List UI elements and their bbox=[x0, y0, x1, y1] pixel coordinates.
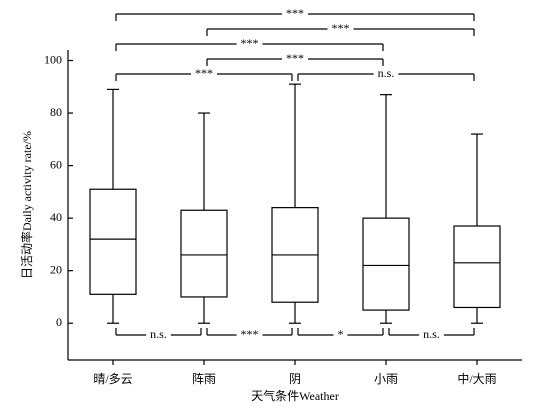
significance-label: n.s. bbox=[378, 66, 395, 80]
x-tick-label: 中/大雨 bbox=[457, 371, 496, 386]
y-tick-label: 0 bbox=[56, 315, 62, 329]
significance-label: n.s. bbox=[423, 327, 440, 341]
x-axis-label: 天气条件Weather bbox=[251, 388, 339, 403]
significance-label: *** bbox=[241, 327, 259, 341]
y-axis-label: 日活动率Daily activity rate/% bbox=[19, 131, 34, 279]
x-tick-label: 晴/多云 bbox=[93, 372, 132, 386]
box bbox=[180, 209, 228, 298]
x-tick-label: 小雨 bbox=[374, 372, 398, 386]
box bbox=[362, 217, 410, 311]
significance-label: *** bbox=[286, 51, 304, 65]
box bbox=[89, 188, 137, 295]
y-tick-label: 80 bbox=[50, 105, 62, 119]
box bbox=[453, 225, 501, 309]
significance-label: n.s. bbox=[150, 327, 167, 341]
significance-label: *** bbox=[195, 66, 213, 80]
x-tick-label: 阵雨 bbox=[192, 372, 216, 386]
x-tick-label: 阴 bbox=[289, 372, 301, 386]
y-tick-label: 60 bbox=[50, 157, 62, 171]
significance-label: * bbox=[338, 327, 344, 341]
significance-label: *** bbox=[332, 21, 350, 35]
y-tick-label: 40 bbox=[50, 210, 62, 224]
y-tick-label: 20 bbox=[50, 262, 62, 276]
significance-label: *** bbox=[241, 36, 259, 50]
y-tick-label: 100 bbox=[44, 52, 62, 66]
significance-label: *** bbox=[286, 6, 304, 20]
